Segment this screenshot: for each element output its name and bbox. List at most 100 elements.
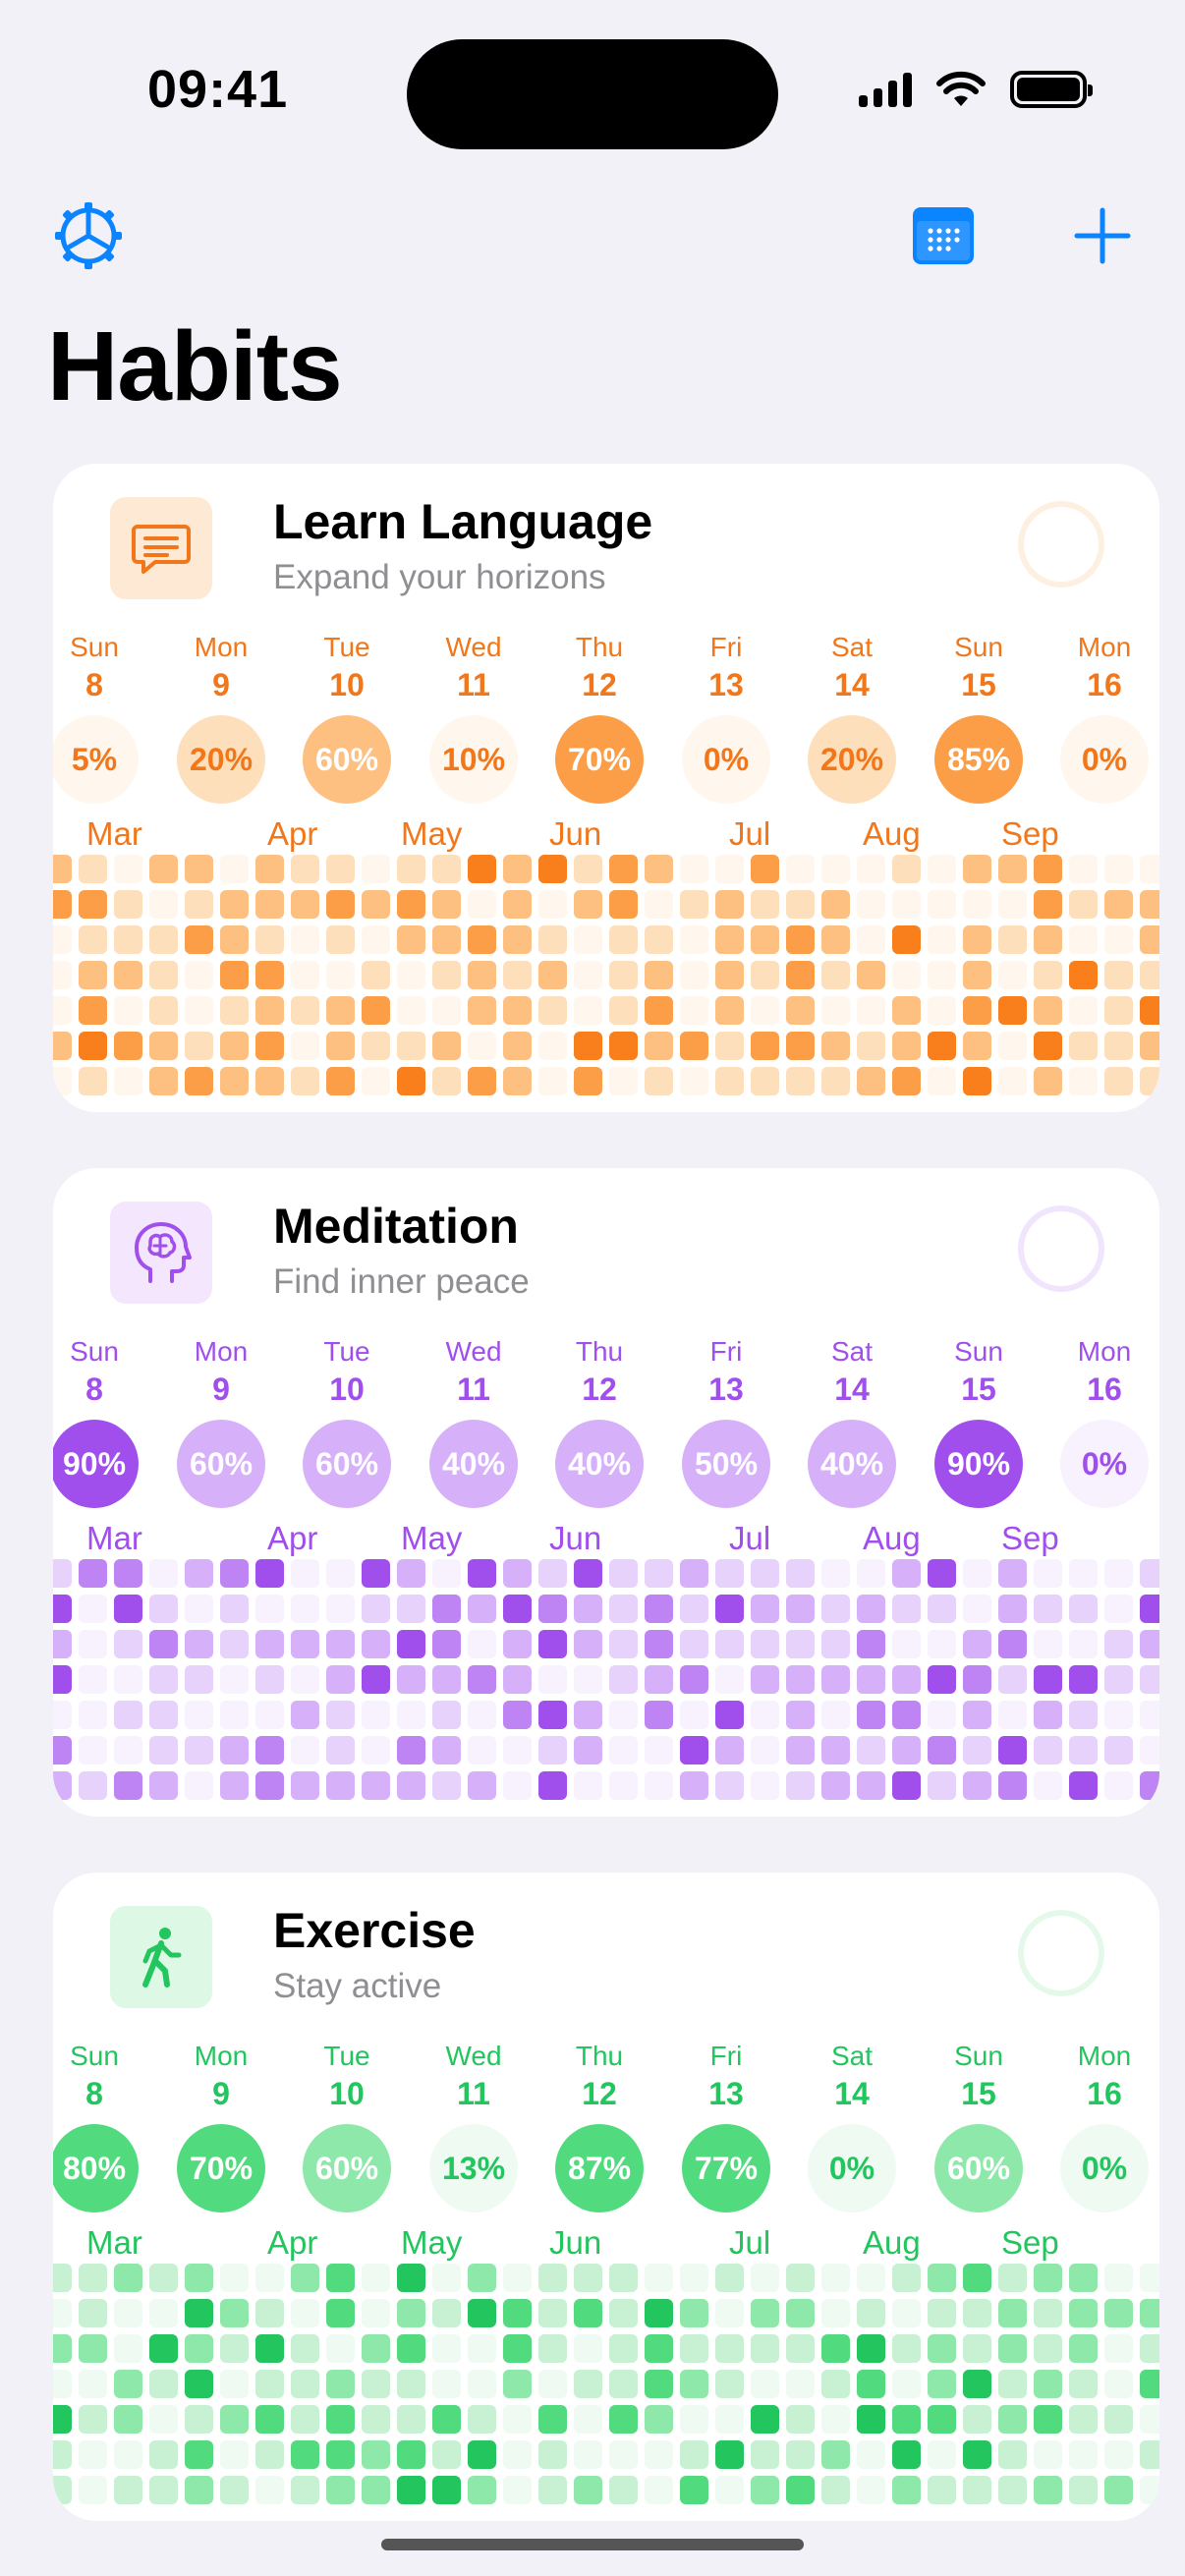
heatmap-cell <box>1140 855 1159 883</box>
heatmap-cell <box>892 890 921 919</box>
heatmap-cell <box>362 2440 390 2469</box>
day-name: Sun <box>70 2041 119 2071</box>
day-fri-13[interactable]: Fri 13 77% <box>662 2040 790 2212</box>
heatmap-cell <box>1069 2370 1098 2398</box>
heatmap-cell <box>255 2370 284 2398</box>
heatmap-cell <box>1140 1665 1159 1694</box>
heatmap-cell <box>998 2370 1027 2398</box>
heatmap-cell <box>574 925 602 954</box>
day-sun-8[interactable]: Sun 8 90% <box>53 1335 158 1508</box>
day-sun-15[interactable]: Sun 15 85% <box>915 631 1043 804</box>
day-name: Sat <box>830 632 874 662</box>
day-sun-15[interactable]: Sun 15 60% <box>915 2040 1043 2212</box>
day-sun-8[interactable]: Sun 8 80% <box>53 2040 158 2212</box>
day-sun-8[interactable]: Sun 8 5% <box>53 631 158 804</box>
heatmap-cell <box>291 996 319 1025</box>
day-thu-12[interactable]: Thu 12 70% <box>536 631 663 804</box>
day-tue-10[interactable]: Tue 10 60% <box>283 631 411 804</box>
heatmap-cell <box>1104 1032 1133 1060</box>
heatmap-cell <box>503 2370 532 2398</box>
heatmap-cell <box>291 2299 319 2327</box>
completion-ring-button[interactable] <box>1018 1910 1104 1996</box>
heatmap-cell <box>963 1665 991 1694</box>
heatmap-cell <box>79 2299 107 2327</box>
settings-button[interactable] <box>49 196 128 275</box>
month-label-aug: Aug <box>863 1520 921 1556</box>
heatmap-cell <box>998 1736 1027 1764</box>
day-wed-11[interactable]: Wed 11 40% <box>410 1335 537 1508</box>
heatmap-cell <box>751 2370 779 2398</box>
heatmap-cell <box>538 855 567 883</box>
heatmap-cell <box>220 2299 249 2327</box>
day-sat-14[interactable]: Sat 14 40% <box>788 1335 916 1508</box>
heatmap-cell <box>149 1595 178 1623</box>
heatmap-cell <box>892 1595 921 1623</box>
day-fri-13[interactable]: Fri 13 50% <box>662 1335 790 1508</box>
heatmap-cell <box>79 1771 107 1800</box>
heatmap-cell <box>1140 1630 1159 1658</box>
heatmap-cell <box>857 1559 885 1588</box>
heatmap-cell <box>715 1736 744 1764</box>
heatmap-cell <box>79 1032 107 1060</box>
heatmap-cell <box>291 1032 319 1060</box>
heatmap-cell <box>680 1771 708 1800</box>
day-progress-circle: 13% <box>429 2124 518 2212</box>
heatmap-cell <box>574 890 602 919</box>
day-sat-14[interactable]: Sat 14 0% <box>788 2040 916 2212</box>
habit-card-learn-language[interactable]: Learn Language Expand your horizons Sun 8… <box>53 464 1159 1112</box>
heatmap-cell <box>892 1771 921 1800</box>
heatmap-cell <box>751 2405 779 2434</box>
heatmap-cell <box>857 1736 885 1764</box>
heatmap-cell <box>255 1630 284 1658</box>
heatmap-cell <box>680 1736 708 1764</box>
heatmap-cell <box>786 1771 815 1800</box>
day-thu-12[interactable]: Thu 12 87% <box>536 2040 663 2212</box>
day-mon-16[interactable]: Mon 16 0% <box>1041 631 1159 804</box>
day-sat-14[interactable]: Sat 14 20% <box>788 631 916 804</box>
day-sun-15[interactable]: Sun 15 90% <box>915 1335 1043 1508</box>
day-fri-13[interactable]: Fri 13 0% <box>662 631 790 804</box>
add-habit-button[interactable] <box>1063 196 1142 275</box>
heatmap-cell <box>468 2334 496 2363</box>
heatmap-cell <box>609 1067 638 1095</box>
day-mon-16[interactable]: Mon 16 0% <box>1041 2040 1159 2212</box>
day-tue-10[interactable]: Tue 10 60% <box>283 2040 411 2212</box>
day-progress-circle: 0% <box>1060 715 1149 804</box>
calendar-button[interactable] <box>904 196 983 275</box>
day-name: Mon <box>194 632 249 662</box>
day-tue-10[interactable]: Tue 10 60% <box>283 1335 411 1508</box>
heatmap-cell <box>751 1067 779 1095</box>
heatmap-cell <box>715 2405 744 2434</box>
day-mon-16[interactable]: Mon 16 0% <box>1041 1335 1159 1508</box>
home-indicator[interactable] <box>381 2539 804 2550</box>
day-mon-9[interactable]: Mon 9 60% <box>157 1335 285 1508</box>
heatmap-cell <box>149 1067 178 1095</box>
day-wed-11[interactable]: Wed 11 10% <box>410 631 537 804</box>
heatmap-cell <box>53 1665 72 1694</box>
day-strip: Sun 8 90% Mon 9 60% Tue 10 60% Wed 11 40% Thu 12 40% Fr… <box>53 1335 1159 1508</box>
heatmap-cell <box>857 1771 885 1800</box>
habit-card-exercise[interactable]: Exercise Stay active Sun 8 80% Mon 9 70% Tue 10… <box>53 1873 1159 2521</box>
heatmap-cell <box>79 1665 107 1694</box>
heatmap-cell <box>786 1595 815 1623</box>
day-thu-12[interactable]: Thu 12 40% <box>536 1335 663 1508</box>
day-mon-9[interactable]: Mon 9 70% <box>157 2040 285 2212</box>
heatmap-cell <box>432 1665 461 1694</box>
completion-ring-button[interactable] <box>1018 501 1104 588</box>
day-mon-9[interactable]: Mon 9 20% <box>157 631 285 804</box>
month-label-may: May <box>401 815 463 852</box>
day-wed-11[interactable]: Wed 11 13% <box>410 2040 537 2212</box>
heatmap-cell <box>928 2405 956 2434</box>
heatmap-cell <box>362 996 390 1025</box>
day-progress-circle: 90% <box>934 1420 1023 1508</box>
heatmap-cell <box>326 1595 355 1623</box>
heatmap-cell <box>751 2334 779 2363</box>
habit-card-meditation[interactable]: Meditation Find inner peace Sun 8 90% Mon 9 6… <box>53 1168 1159 1817</box>
completion-ring-button[interactable] <box>1018 1205 1104 1292</box>
heatmap-cell <box>751 1595 779 1623</box>
day-name: Thu <box>575 1336 624 1367</box>
heatmap-cell <box>645 2334 673 2363</box>
heatmap-cell <box>928 890 956 919</box>
heatmap-cell <box>432 961 461 989</box>
heatmap-cell <box>786 1630 815 1658</box>
